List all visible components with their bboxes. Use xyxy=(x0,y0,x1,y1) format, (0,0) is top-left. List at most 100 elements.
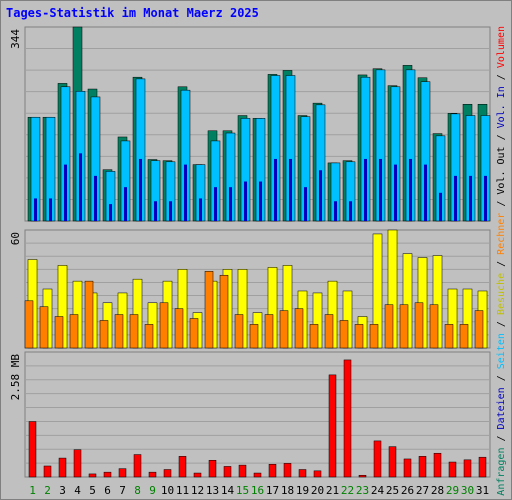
seiten-bar xyxy=(319,170,322,221)
x-tick-label: 12 xyxy=(191,484,204,497)
legend-entry: Volumen xyxy=(496,26,507,68)
volumen-bar xyxy=(253,472,262,478)
volumen-bar xyxy=(103,471,112,478)
rechner-bar xyxy=(354,324,364,349)
rechner-bar xyxy=(474,310,484,349)
seiten-bar xyxy=(199,198,202,221)
volumen-bar xyxy=(178,456,187,478)
x-tick-label: 28 xyxy=(431,484,444,497)
x-tick-label: 30 xyxy=(461,484,474,497)
rechner-bar xyxy=(264,314,274,349)
panel-1-max-label: 344 xyxy=(9,29,22,49)
seiten-bar xyxy=(454,175,457,221)
seiten-bar xyxy=(379,158,382,221)
x-tick-label: 21 xyxy=(326,484,339,497)
seiten-bar xyxy=(289,158,292,221)
x-tick-label: 14 xyxy=(221,484,235,497)
seiten-bar xyxy=(364,158,367,221)
x-tick-label: 3 xyxy=(59,484,66,497)
legend-entry: / xyxy=(496,429,507,447)
panel-2-max-label: 60 xyxy=(9,232,22,245)
x-tick-label: 17 xyxy=(266,484,279,497)
seiten-bar xyxy=(64,164,67,221)
volumen-bar xyxy=(433,452,442,478)
seiten-bar xyxy=(34,198,37,221)
seiten-bar xyxy=(154,201,157,221)
x-tick-label: 31 xyxy=(476,484,489,497)
seiten-bar xyxy=(469,175,472,221)
seiten-bar xyxy=(484,175,487,221)
volumen-bar xyxy=(328,374,337,478)
volumen-bar xyxy=(478,456,487,478)
x-tick-label: 23 xyxy=(356,484,369,497)
seiten-bar xyxy=(409,158,412,221)
x-tick-label: 2 xyxy=(44,484,51,497)
rechner-bar xyxy=(429,304,439,349)
legend-entry: / xyxy=(496,315,507,333)
seiten-bar xyxy=(349,201,352,221)
rechner-bar xyxy=(369,324,379,349)
seiten-bar xyxy=(229,187,232,221)
x-tick-label: 27 xyxy=(416,484,429,497)
legend-entry: Besuche xyxy=(496,273,507,315)
seiten-bar xyxy=(169,201,172,221)
seiten-bar xyxy=(394,164,397,221)
volumen-bar xyxy=(373,440,382,478)
volumen-bar xyxy=(118,468,127,478)
volumen-bar xyxy=(223,466,232,478)
rechner-bar xyxy=(159,302,169,349)
seiten-bar xyxy=(214,187,217,221)
volumen-bar xyxy=(163,469,172,478)
volumen-bar xyxy=(343,359,352,478)
volumen-bar xyxy=(403,458,412,478)
rechner-bar xyxy=(24,300,34,349)
legend-entry: Vol. Out xyxy=(496,146,507,194)
seiten-bar xyxy=(274,158,277,221)
legend-entry: Vol. In xyxy=(496,86,507,128)
chart-title: Tages-Statistik im Monat Maerz 2025 xyxy=(6,6,259,20)
rechner-bar xyxy=(114,314,124,349)
rechner-bar xyxy=(384,304,394,349)
seiten-bar xyxy=(244,181,247,221)
seiten-bar xyxy=(424,164,427,221)
volumen-bar xyxy=(133,454,142,478)
x-tick-label: 20 xyxy=(311,484,324,497)
seiten-bar xyxy=(259,181,262,221)
rechner-bar xyxy=(339,320,349,349)
legend-entry: / xyxy=(496,68,507,86)
legend-entry: / xyxy=(496,369,507,387)
volumen-bar xyxy=(463,459,472,478)
panel-3-max-label: 2.58 MB xyxy=(9,354,22,401)
legend-entry: Rechner xyxy=(496,213,507,255)
seiten-bar xyxy=(124,187,127,221)
seiten-bar xyxy=(94,175,97,221)
seiten-bar xyxy=(304,187,307,221)
panel-3-area xyxy=(24,351,491,478)
volumen-bar xyxy=(58,457,67,478)
seiten-bar xyxy=(109,204,112,221)
x-tick-label: 18 xyxy=(281,484,294,497)
rechner-bar xyxy=(459,324,469,349)
rechner-bar xyxy=(444,324,454,349)
rechner-bar xyxy=(294,308,304,349)
volumen-bar xyxy=(358,474,367,478)
seiten-bar xyxy=(334,201,337,221)
seiten-bar xyxy=(184,164,187,221)
x-tick-label: 5 xyxy=(89,484,96,497)
rechner-bar xyxy=(204,271,214,349)
rechner-bar xyxy=(189,318,199,349)
seiten-bar xyxy=(139,158,142,221)
rechner-bar xyxy=(309,324,319,349)
legend-entry: Seiten xyxy=(496,333,507,369)
rechner-bar xyxy=(144,324,154,349)
volumen-bar xyxy=(298,469,307,478)
volumen-bar xyxy=(418,456,427,478)
x-tick-label: 19 xyxy=(296,484,309,497)
volumen-bar xyxy=(388,446,397,478)
rechner-bar xyxy=(324,314,334,349)
rechner-bar xyxy=(84,280,94,349)
rechner-bar xyxy=(174,308,184,349)
x-tick-label: 8 xyxy=(134,484,141,497)
volumen-bar xyxy=(43,465,52,478)
right-legend: Anfragen / Dateien / Seiten / Besuche / … xyxy=(496,26,507,496)
